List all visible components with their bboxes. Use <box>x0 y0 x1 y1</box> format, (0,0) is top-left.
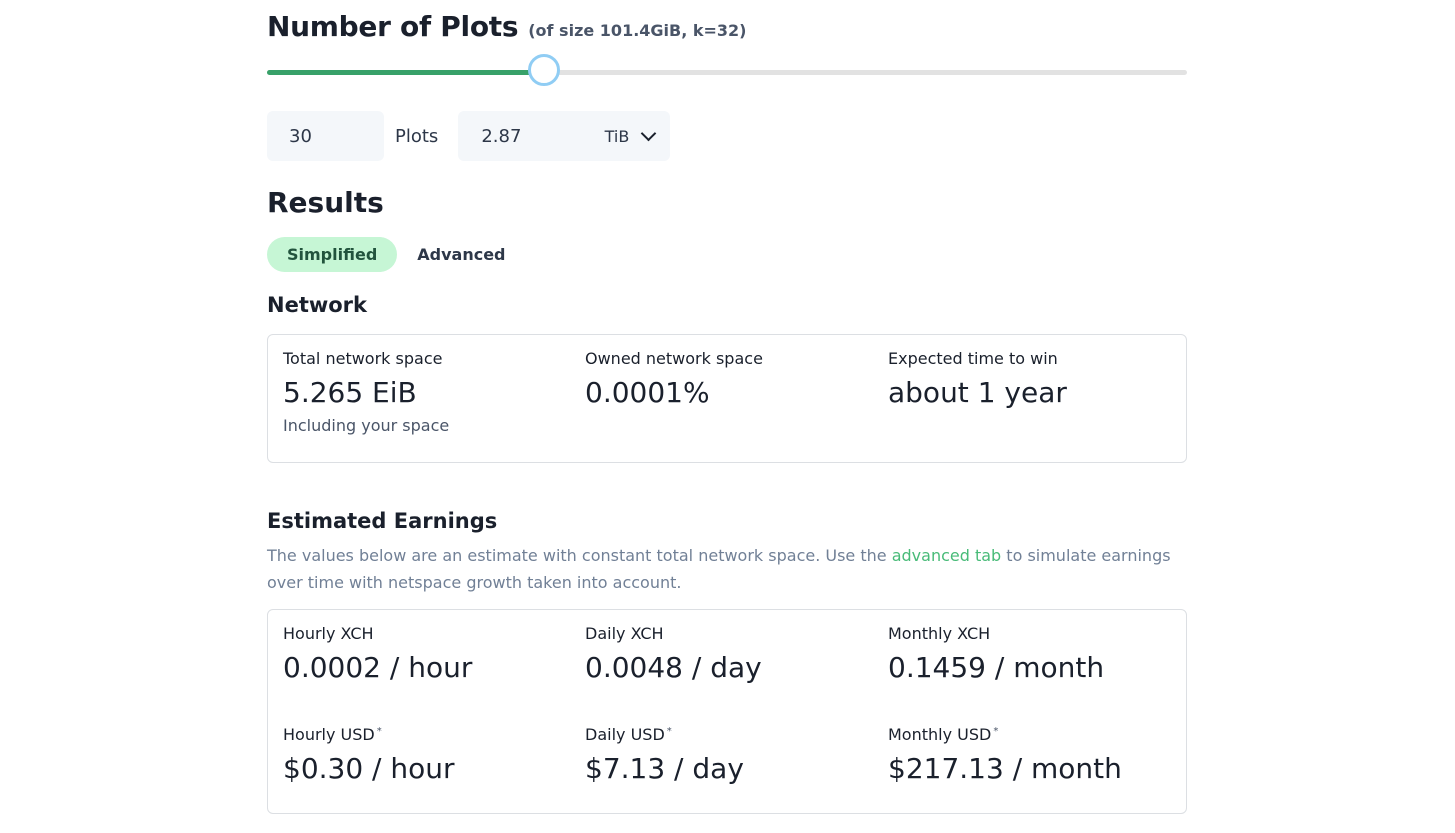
stat-value: 5.265 EiB <box>283 376 417 409</box>
results-tabs: Simplified Advanced <box>267 237 526 272</box>
stat-value: 0.1459 / month <box>888 651 1105 684</box>
plots-slider[interactable] <box>267 54 1187 86</box>
stat-value: $7.13 / day <box>585 752 744 785</box>
plots-title: Number of Plots <box>267 10 519 43</box>
network-section-title: Network <box>267 293 368 317</box>
tab-advanced[interactable]: Advanced <box>417 245 506 264</box>
stat-daily-xch: Daily XCH 0.0048 / day <box>585 624 762 685</box>
plots-inputs-row: 30 Plots 2.87 TiB <box>267 111 671 161</box>
stat-value: $217.13 / month <box>888 752 1122 785</box>
plot-size-input-group: 2.87 TiB <box>458 111 671 161</box>
size-unit-value: TiB <box>604 126 630 146</box>
stat-help-text: Including your space <box>283 416 450 435</box>
size-unit-select[interactable]: TiB <box>604 125 657 146</box>
slider-filled-track <box>267 70 544 75</box>
stat-value: 0.0001% <box>585 376 710 409</box>
plot-count-input[interactable]: 30 <box>267 111 384 161</box>
stat-hourly-usd: Hourly USD * $0.30 / hour <box>283 725 455 786</box>
stat-label: Daily XCH <box>585 624 664 643</box>
stat-label: Total network space <box>283 349 443 368</box>
chevron-down-icon <box>641 125 657 142</box>
stat-value: 0.0002 / hour <box>283 651 473 684</box>
results-title: Results <box>267 186 384 219</box>
stat-expected-time-to-win: Expected time to win about 1 year <box>888 349 1067 410</box>
plots-header: Number of Plots (of size 101.4GiB, k=32) <box>267 10 747 43</box>
stat-value: 0.0048 / day <box>585 651 762 684</box>
stat-label: Hourly USD * <box>283 725 455 745</box>
stat-label-text: Daily USD <box>585 725 665 744</box>
plot-size-subtitle: (of size 101.4GiB, k=32) <box>528 21 747 40</box>
earnings-section-title: Estimated Earnings <box>267 509 498 533</box>
stat-monthly-usd: Monthly USD * $217.13 / month <box>888 725 1122 786</box>
stat-value: about 1 year <box>888 376 1067 409</box>
tab-simplified[interactable]: Simplified <box>267 237 398 272</box>
stat-monthly-xch: Monthly XCH 0.1459 / month <box>888 624 1104 685</box>
advanced-tab-link[interactable]: advanced tab <box>891 546 1002 565</box>
stat-label: Owned network space <box>585 349 763 368</box>
stat-owned-network-space: Owned network space 0.0001% <box>585 349 763 410</box>
slider-thumb[interactable] <box>527 54 560 86</box>
stat-label: Expected time to win <box>888 349 1058 368</box>
slider-track[interactable] <box>267 70 1187 75</box>
description-text: The values below are an estimate with co… <box>267 546 892 565</box>
stat-hourly-xch: Hourly XCH 0.0002 / hour <box>283 624 472 685</box>
stat-total-network-space: Total network space 5.265 EiB Including … <box>283 349 449 435</box>
network-card: Total network space 5.265 EiB Including … <box>267 334 1187 463</box>
footnote-marker: * <box>376 726 382 737</box>
stat-label: Hourly XCH <box>283 624 374 643</box>
stat-label-text: Hourly USD <box>283 725 375 744</box>
stat-label: Daily USD * <box>585 725 744 745</box>
stat-value: $0.30 / hour <box>283 752 455 785</box>
earnings-card: Hourly XCH 0.0002 / hour Daily XCH 0.004… <box>267 609 1187 814</box>
plot-size-input[interactable]: 2.87 <box>481 125 522 147</box>
description-text: to simulate earnings over time with nets… <box>267 546 1171 592</box>
footnote-marker: * <box>666 726 672 737</box>
stat-label-text: Monthly USD <box>888 725 992 744</box>
stat-label: Monthly USD * <box>888 725 1122 745</box>
stat-daily-usd: Daily USD * $7.13 / day <box>585 725 744 786</box>
stat-label: Monthly XCH <box>888 624 991 643</box>
plots-unit-label: Plots <box>395 125 439 147</box>
footnote-marker: * <box>993 726 999 737</box>
earnings-description: The values below are an estimate with co… <box>267 542 1177 596</box>
